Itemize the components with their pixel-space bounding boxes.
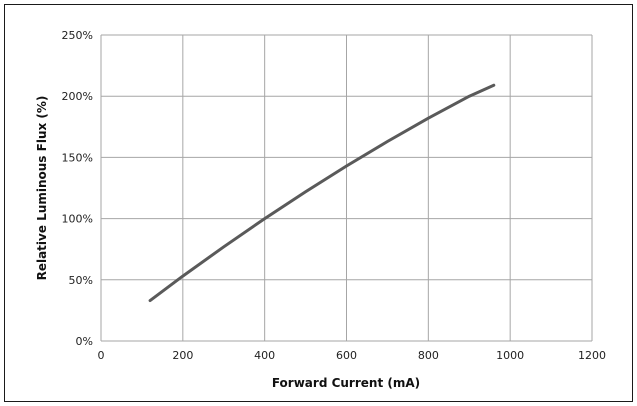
series-layer	[148, 83, 496, 303]
y-tick-label: 200%	[62, 90, 93, 103]
y-tick-labels: 0% 50% 100% 150% 200% 250%	[62, 29, 93, 348]
y-tick-label: 150%	[62, 151, 93, 164]
x-tick-label: 800	[418, 349, 439, 362]
chart-frame	[4, 4, 633, 402]
x-tick-label: 1200	[578, 349, 606, 362]
y-axis-title: Relative Luminous Flux (%)	[35, 96, 49, 281]
y-tick-label: 0%	[76, 335, 93, 348]
x-tick-label: 200	[172, 349, 193, 362]
x-tick-labels: 0 200 400 600 800 1000 1200	[98, 349, 607, 362]
x-tick-label: 1000	[496, 349, 524, 362]
y-tick-label: 100%	[62, 213, 93, 226]
grid-layer	[100, 34, 593, 342]
x-tick-label: 0	[98, 349, 105, 362]
x-tick-label: 600	[336, 349, 357, 362]
y-tick-label: 250%	[62, 29, 93, 42]
y-tick-label: 50%	[69, 274, 93, 287]
x-tick-label: 400	[254, 349, 275, 362]
x-axis-title: Forward Current (mA)	[272, 376, 420, 390]
series-line	[148, 83, 496, 303]
